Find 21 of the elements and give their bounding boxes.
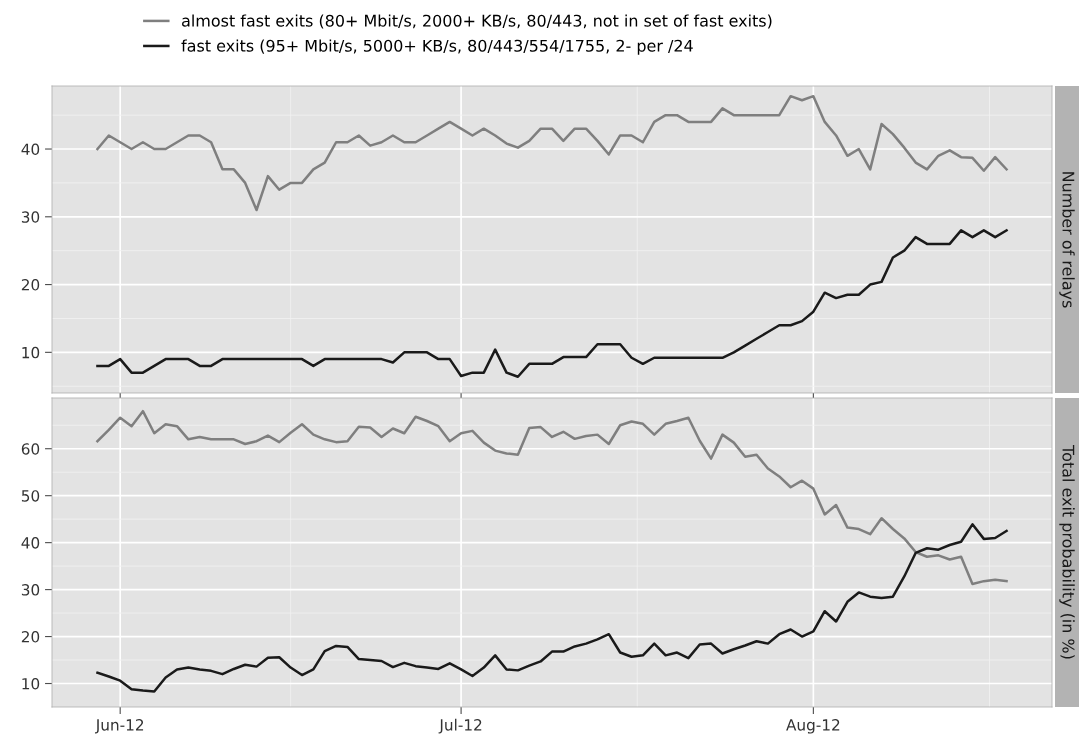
line-series — [96, 229, 1008, 378]
y-axis-title: Total exit probability (in %) — [1059, 445, 1075, 659]
legend-label: fast exits (95+ Mbit/s, 5000+ KB/s, 80/443/554/1755, 2- per /24 — [181, 39, 693, 55]
y-tick-label: 20 — [21, 631, 40, 643]
y-tick-label: 40 — [21, 143, 40, 156]
y-tick-label: 60 — [21, 443, 40, 455]
x-tick-label: Jul-12 — [438, 718, 482, 734]
y-tick-label: 10 — [22, 346, 40, 359]
y-tick-label: 10 — [22, 677, 40, 690]
line-series — [96, 94, 1008, 212]
y-tick-label: 30 — [21, 211, 40, 223]
x-tick-label: Jun-12 — [94, 719, 144, 734]
legend-label: almost fast exits (80+ Mbit/s, 2000+ KB/s, 80/443, not in set of fast exits) — [182, 14, 772, 29]
y-axis-title: Number of relays — [1059, 172, 1075, 308]
line-series — [96, 409, 1008, 586]
y-tick-label: 30 — [21, 584, 40, 596]
y-tick-label: 40 — [21, 537, 40, 549]
line-series — [96, 523, 1008, 693]
y-tick-label: 50 — [21, 490, 40, 502]
y-tick-label: 20 — [21, 279, 40, 291]
x-tick-label: Aug-12 — [786, 719, 840, 734]
